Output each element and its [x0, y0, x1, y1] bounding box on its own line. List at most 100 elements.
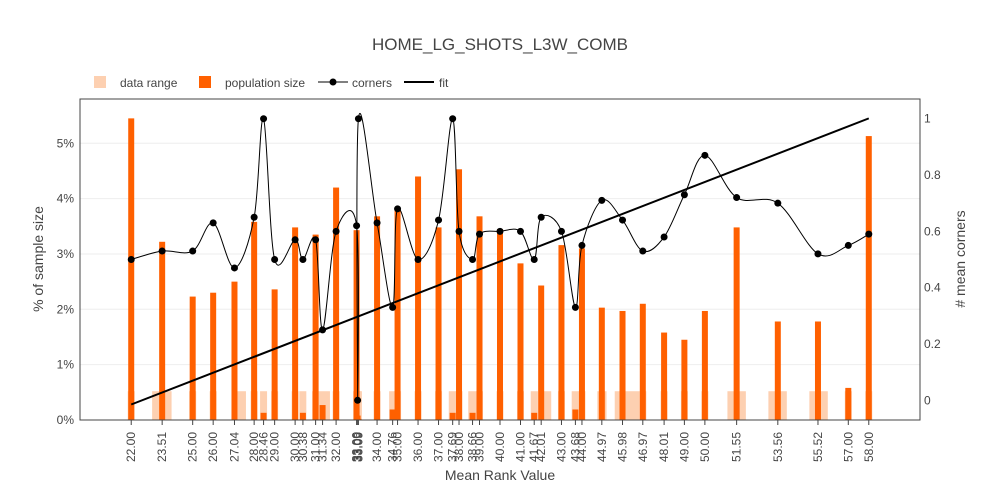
x-tick-label: 44.97 [595, 432, 609, 462]
x-tick-label: 38.66 [466, 432, 480, 462]
population-bar [661, 332, 668, 420]
x-tick-label: 31.00 [309, 432, 323, 462]
y2-tick-label: 1 [924, 112, 931, 126]
population-bar [159, 241, 166, 420]
corner-point [639, 247, 647, 255]
corner-point [354, 115, 362, 123]
population-bar [312, 234, 319, 420]
y-axis-ticks: 0% 1% 2% 3% 4% 5% [57, 136, 75, 427]
corner-point [373, 219, 381, 227]
population-bar [394, 209, 401, 420]
population-bar [476, 216, 483, 420]
population-bar [231, 281, 238, 420]
data-range-bar [234, 391, 246, 420]
corner-point [353, 222, 361, 230]
population-bars [128, 118, 872, 420]
corner-point [496, 227, 504, 235]
corner-point [209, 219, 217, 227]
population-bar [531, 412, 538, 420]
corner-point [260, 115, 268, 123]
x-tick-label: 48.01 [657, 432, 671, 462]
legend-label-population-size: population size [225, 76, 305, 90]
fit-line [130, 117, 870, 406]
y2-axis-ticks: 0 0.2 0.4 0.6 0.8 1 [924, 112, 941, 408]
population-bar [497, 229, 503, 420]
y2-tick-label: 0 [924, 393, 931, 407]
x-tick-label: 43.00 [554, 432, 568, 462]
corner-point [733, 194, 741, 202]
x-tick-label: 49.00 [677, 432, 691, 462]
corner-point [312, 236, 320, 244]
population-bar [374, 216, 381, 420]
x-tick-label: 29.00 [268, 432, 282, 462]
population-bar [189, 296, 196, 420]
x-tick-label: 30.38 [296, 432, 310, 462]
data-range-bar [530, 391, 538, 420]
corner-point [844, 241, 852, 249]
corner-point [299, 256, 307, 263]
corner-point [394, 205, 402, 213]
corner-point [271, 256, 279, 263]
x-tick-label: 39.00 [473, 432, 487, 462]
corner-point [571, 303, 579, 311]
x-tick-label: 55.52 [811, 432, 825, 462]
population-bar [538, 285, 545, 420]
y2-tick-label: 0.2 [924, 337, 941, 351]
data-range-bar [468, 391, 478, 420]
x-tick-label: 33.09 [351, 432, 365, 462]
population-bar [456, 169, 463, 420]
legend-label-corners: corners [352, 76, 392, 90]
x-tick-label: 32.00 [329, 432, 343, 462]
population-bar [598, 307, 605, 420]
legend-label-fit: fit [439, 76, 449, 90]
corner-point [476, 230, 484, 238]
population-bar [299, 412, 306, 420]
corner-point [389, 303, 397, 311]
population-bar [774, 321, 781, 420]
corner-point [291, 236, 299, 244]
x-tick-label: 43.68 [568, 432, 582, 462]
y2-tick-label: 0.8 [924, 168, 941, 182]
x-tick-label: 33.00 [350, 432, 364, 462]
x-tick-label: 57.00 [841, 432, 855, 462]
population-bar [619, 310, 626, 420]
corner-point [598, 196, 606, 204]
corner-points [127, 115, 873, 404]
corner-point [537, 213, 545, 221]
corner-point [557, 227, 565, 235]
population-bar [733, 227, 740, 420]
x-tick-label: 35.00 [391, 432, 405, 462]
x-axis-title: Mean Rank Value [445, 467, 555, 483]
y2-tick-label: 0.6 [924, 224, 941, 238]
corner-point [449, 115, 457, 123]
y-tick-label: 2% [57, 302, 75, 316]
corner-point [578, 241, 586, 249]
x-tick-label: 26.00 [206, 432, 220, 462]
corner-point [455, 227, 463, 235]
population-bar [251, 221, 258, 420]
data-range-bar [571, 391, 579, 420]
x-tick-label: 31.34 [316, 432, 330, 462]
population-bar [578, 248, 585, 420]
population-bar [271, 289, 278, 420]
population-bar [435, 227, 442, 420]
population-bar [128, 118, 135, 420]
x-tick-label: 23.51 [155, 432, 169, 462]
corner-point [354, 396, 362, 404]
x-tick-label: 30.00 [288, 432, 302, 462]
corner-point [516, 227, 524, 235]
population-bar [449, 412, 456, 420]
data-range-bar [389, 391, 397, 420]
legend-swatch-data-range [94, 76, 106, 88]
y-tick-label: 1% [57, 358, 75, 372]
y-tick-label: 4% [57, 192, 75, 206]
corner-point [414, 256, 422, 263]
population-bar [260, 412, 267, 420]
x-tick-label: 38.00 [452, 432, 466, 462]
x-tick-label: 33.05 [351, 432, 365, 462]
x-tick-label: 53.56 [771, 432, 785, 462]
x-tick-label: 22.00 [124, 432, 138, 462]
population-bar [415, 176, 422, 420]
y-tick-label: 3% [57, 247, 75, 261]
